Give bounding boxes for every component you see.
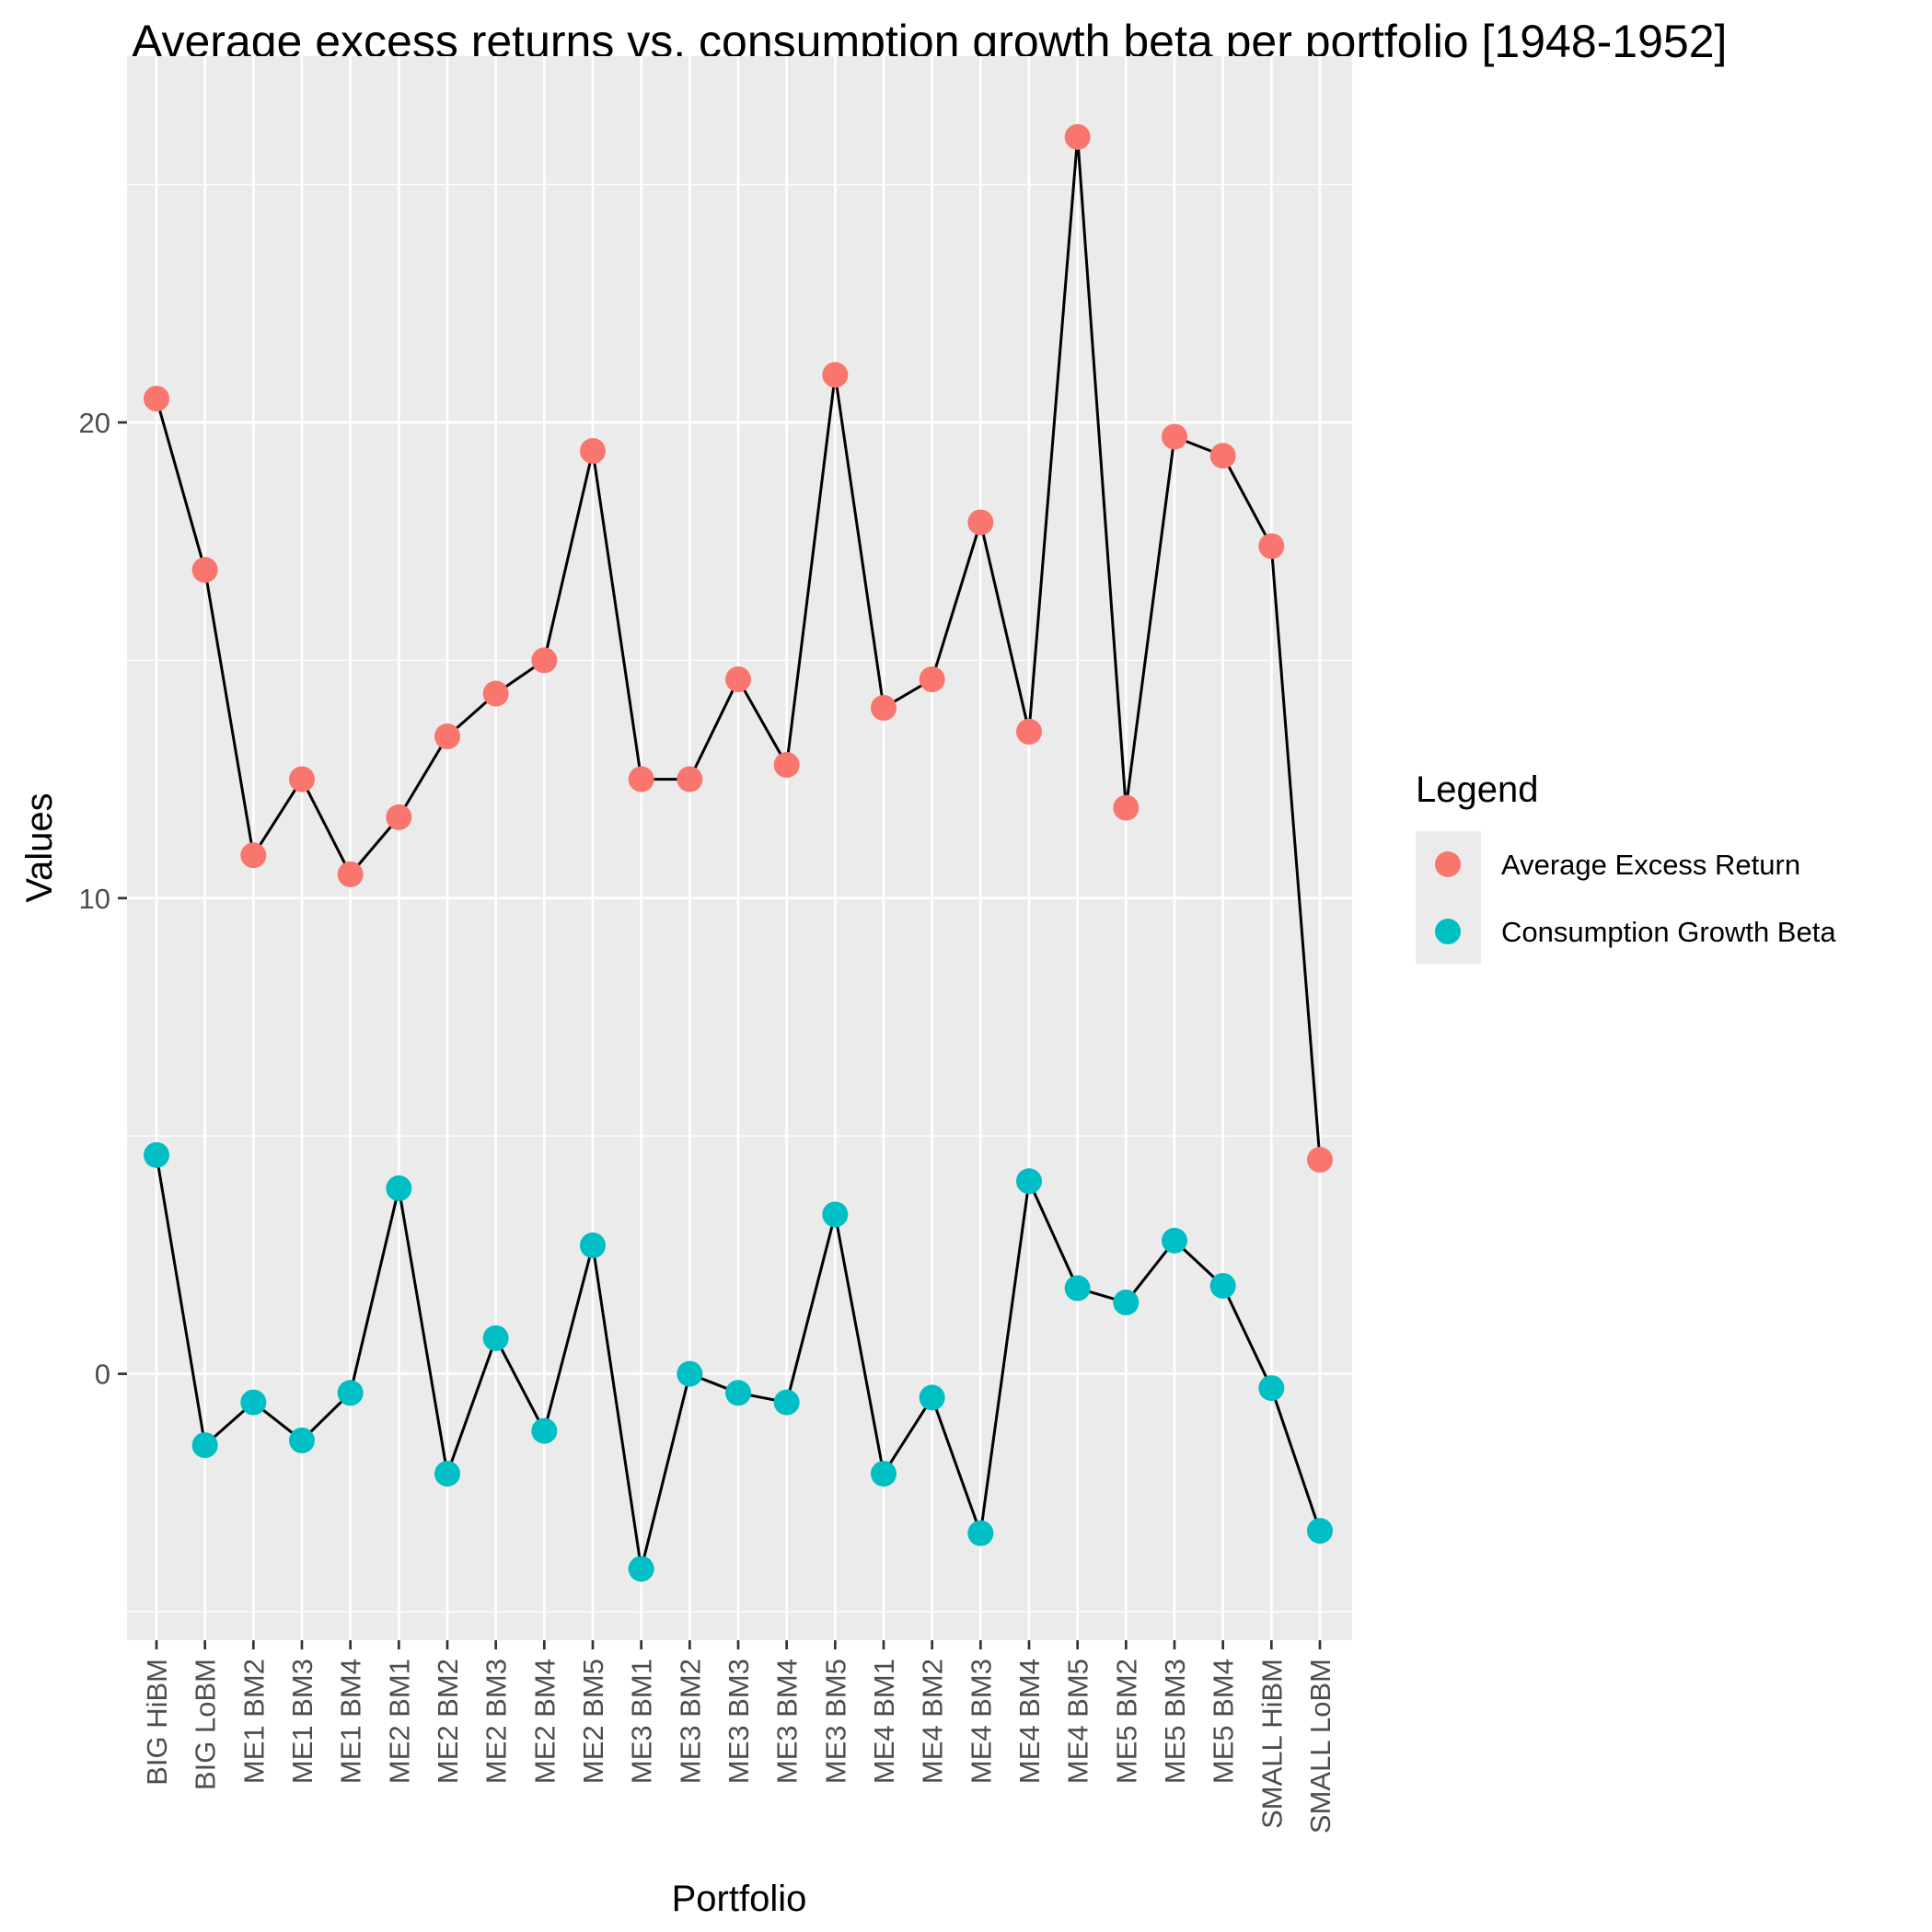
point-series-1-9 bbox=[580, 1232, 606, 1259]
x-tick-label-9: ME2 BM5 bbox=[577, 1659, 609, 1784]
point-series-1-17 bbox=[967, 1520, 994, 1546]
point-layer bbox=[144, 123, 1333, 1582]
point-series-1-11 bbox=[677, 1360, 703, 1387]
point-series-1-19 bbox=[1064, 1275, 1091, 1301]
point-series-0-3 bbox=[289, 766, 315, 792]
x-tick-label-0: BIG HiBM bbox=[141, 1659, 173, 1786]
x-tick-label-8: ME2 BM4 bbox=[528, 1659, 561, 1784]
point-series-0-15 bbox=[871, 695, 897, 722]
x-tick-label-18: ME4 BM4 bbox=[1013, 1659, 1046, 1784]
point-series-1-12 bbox=[725, 1380, 751, 1406]
point-series-1-16 bbox=[919, 1384, 945, 1411]
point-series-0-1 bbox=[191, 557, 218, 584]
point-series-0-24 bbox=[1307, 1147, 1333, 1174]
point-series-0-8 bbox=[531, 647, 558, 674]
x-tick-label-7: ME2 BM3 bbox=[480, 1659, 513, 1784]
legend-swatch-consumption-growth-beta bbox=[1435, 919, 1461, 944]
x-tick-label-13: ME3 BM4 bbox=[771, 1659, 804, 1784]
point-series-0-21 bbox=[1162, 423, 1187, 450]
point-series-1-20 bbox=[1113, 1290, 1140, 1316]
point-series-1-6 bbox=[434, 1461, 460, 1487]
plot-panel bbox=[127, 56, 1352, 1640]
point-series-1-0 bbox=[144, 1141, 169, 1168]
x-tick-label-17: ME4 BM3 bbox=[965, 1659, 997, 1784]
x-tick-label-10: ME3 BM1 bbox=[626, 1659, 658, 1784]
point-series-1-14 bbox=[822, 1201, 849, 1228]
point-series-1-2 bbox=[240, 1389, 267, 1416]
point-series-0-11 bbox=[677, 766, 703, 792]
legend-label-consumption-growth-beta: Consumption Growth Beta bbox=[1501, 916, 1836, 948]
point-series-0-4 bbox=[337, 861, 364, 887]
x-tick-label-6: ME2 BM2 bbox=[432, 1659, 464, 1784]
y-axis-title: Values bbox=[19, 792, 60, 902]
x-tick-label-24: SMALL LoBM bbox=[1304, 1659, 1336, 1834]
point-series-0-7 bbox=[482, 680, 509, 707]
legend-swatch-average-excess-return bbox=[1435, 851, 1461, 877]
y-axis: 0 10 20 bbox=[79, 407, 127, 1391]
y-tick-label-0: 0 bbox=[95, 1359, 110, 1391]
legend-label-average-excess-return: Average Excess Return bbox=[1501, 849, 1800, 881]
point-series-1-13 bbox=[773, 1389, 800, 1416]
point-series-0-18 bbox=[1016, 718, 1042, 745]
point-series-1-18 bbox=[1016, 1168, 1042, 1195]
point-series-1-7 bbox=[482, 1325, 509, 1351]
x-axis: BIG HiBM BIG LoBM ME1 BM2 ME1 BM3 ME1 BM4 ME2… bbox=[141, 1640, 1336, 1834]
point-series-1-24 bbox=[1307, 1518, 1333, 1544]
point-series-0-2 bbox=[240, 842, 267, 869]
x-tick-label-4: ME1 BM4 bbox=[335, 1659, 367, 1784]
x-tick-label-5: ME2 BM1 bbox=[383, 1659, 415, 1784]
point-series-0-13 bbox=[773, 752, 800, 779]
point-series-0-10 bbox=[628, 766, 654, 792]
y-tick-label-1: 10 bbox=[79, 883, 110, 915]
grid-layer bbox=[127, 56, 1352, 1640]
x-tick-label-20: ME5 BM2 bbox=[1110, 1659, 1142, 1784]
x-axis-title: Portfolio bbox=[672, 1879, 807, 1919]
point-series-1-15 bbox=[871, 1461, 897, 1487]
point-series-1-22 bbox=[1209, 1272, 1236, 1299]
point-series-1-21 bbox=[1162, 1227, 1187, 1254]
point-series-0-6 bbox=[434, 723, 460, 750]
point-series-0-22 bbox=[1209, 443, 1236, 469]
x-tick-label-11: ME3 BM2 bbox=[674, 1659, 706, 1784]
x-tick-label-21: ME5 BM3 bbox=[1159, 1659, 1191, 1784]
legend-title: Legend bbox=[1416, 769, 1538, 810]
point-series-0-20 bbox=[1113, 794, 1140, 821]
point-series-0-23 bbox=[1258, 533, 1285, 560]
point-series-0-5 bbox=[386, 804, 412, 830]
x-tick-label-14: ME3 BM5 bbox=[819, 1659, 851, 1784]
point-series-0-9 bbox=[580, 437, 606, 464]
point-series-0-17 bbox=[967, 509, 994, 536]
x-tick-label-12: ME3 BM3 bbox=[723, 1659, 755, 1784]
x-tick-label-23: SMALL HiBM bbox=[1255, 1659, 1288, 1829]
x-tick-label-19: ME4 BM5 bbox=[1062, 1659, 1094, 1784]
x-tick-label-22: ME5 BM4 bbox=[1208, 1659, 1240, 1784]
x-tick-label-1: BIG LoBM bbox=[190, 1659, 222, 1790]
y-tick-label-2: 20 bbox=[79, 407, 110, 439]
point-series-0-14 bbox=[822, 362, 849, 388]
x-tick-label-2: ME1 BM2 bbox=[237, 1659, 270, 1784]
point-series-1-4 bbox=[337, 1380, 364, 1406]
point-series-1-3 bbox=[289, 1427, 315, 1453]
point-series-0-0 bbox=[144, 386, 169, 412]
point-series-1-8 bbox=[531, 1417, 558, 1444]
legend: Legend Average Excess Return Consumption… bbox=[1416, 769, 1836, 964]
point-series-0-12 bbox=[725, 666, 751, 693]
point-series-1-23 bbox=[1258, 1375, 1285, 1402]
point-series-1-10 bbox=[628, 1556, 654, 1582]
point-series-1-5 bbox=[386, 1175, 412, 1202]
point-series-1-1 bbox=[191, 1432, 218, 1459]
x-tick-label-15: ME4 BM1 bbox=[868, 1659, 900, 1784]
x-tick-label-3: ME1 BM3 bbox=[286, 1659, 318, 1784]
point-series-0-16 bbox=[919, 666, 945, 693]
point-series-0-19 bbox=[1064, 123, 1091, 150]
x-tick-label-16: ME4 BM2 bbox=[917, 1659, 949, 1784]
